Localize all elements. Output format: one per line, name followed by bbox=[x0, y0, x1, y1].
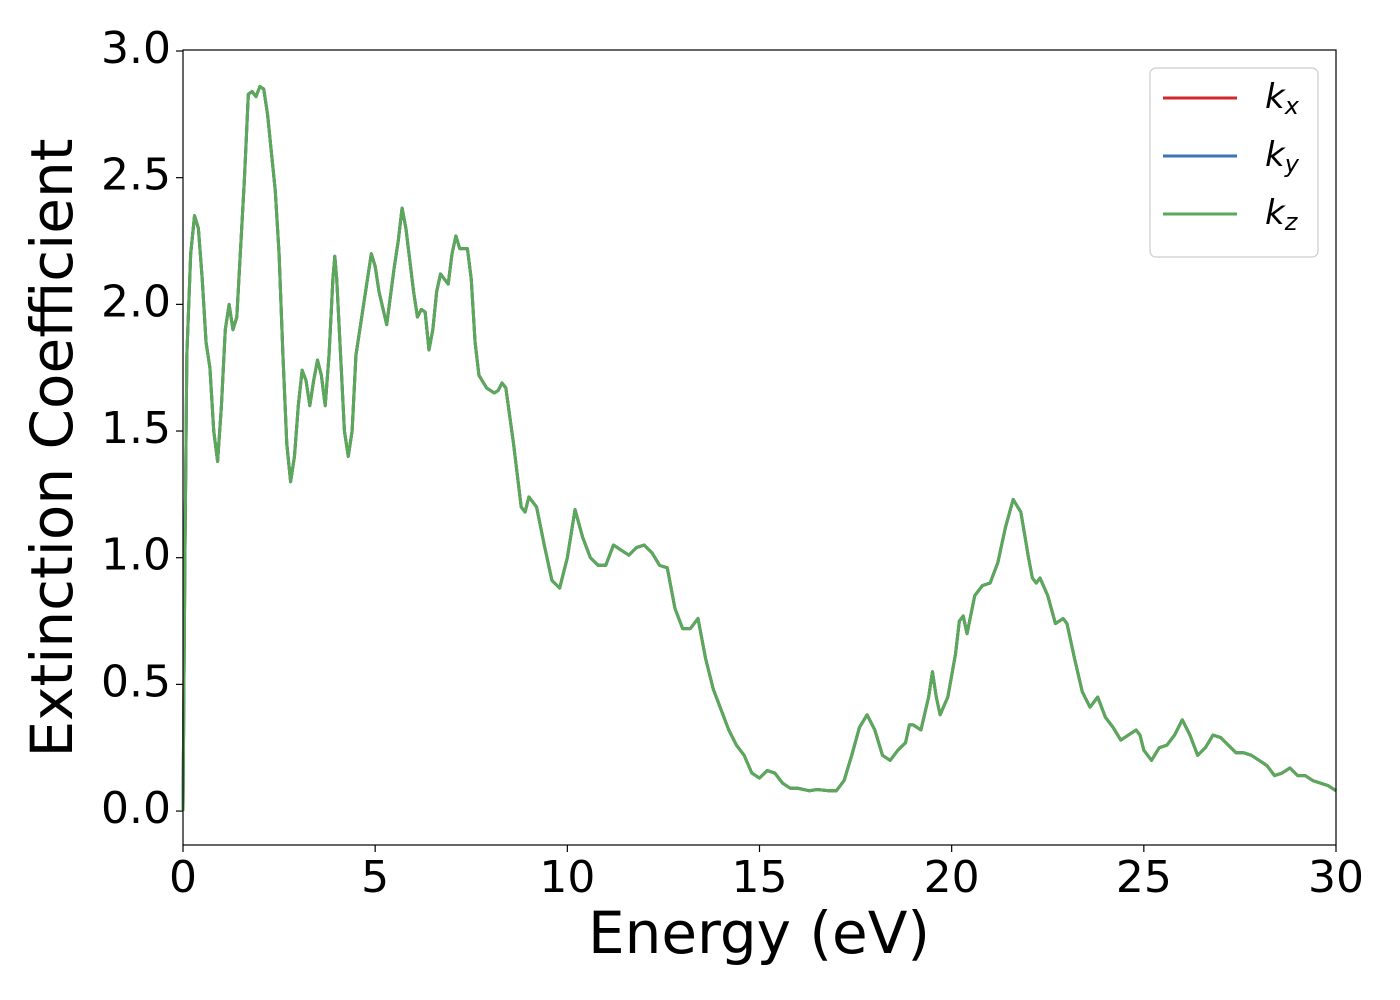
legend-label: ky bbox=[1265, 135, 1300, 179]
legend-label: kz bbox=[1265, 193, 1299, 237]
x-tick-label: 15 bbox=[732, 852, 788, 903]
plot-frame bbox=[182, 49, 1337, 846]
y-tick-label: 3.0 bbox=[101, 23, 171, 74]
y-tick-label: 1.0 bbox=[101, 530, 171, 581]
y-tick-label: 1.5 bbox=[101, 403, 171, 454]
y-axis-label: Extinction Coefficient bbox=[18, 139, 86, 758]
legend-box bbox=[1149, 67, 1319, 258]
y-tick-label: 0.0 bbox=[101, 783, 171, 834]
x-axis-label: Energy (eV) bbox=[588, 899, 930, 967]
x-tick-label: 0 bbox=[169, 852, 197, 903]
x-tick-label: 10 bbox=[539, 852, 595, 903]
legend-label: kx bbox=[1265, 77, 1300, 121]
y-tick-label: 2.0 bbox=[101, 276, 171, 327]
line-series bbox=[181, 84, 1337, 812]
x-tick-label: 30 bbox=[1308, 852, 1364, 903]
x-tick-label: 20 bbox=[924, 852, 980, 903]
x-tick-label: 5 bbox=[361, 852, 389, 903]
y-tick-label: 2.5 bbox=[101, 150, 171, 201]
y-tick-label: 0.5 bbox=[101, 656, 171, 707]
x-tick-label: 25 bbox=[1116, 852, 1172, 903]
